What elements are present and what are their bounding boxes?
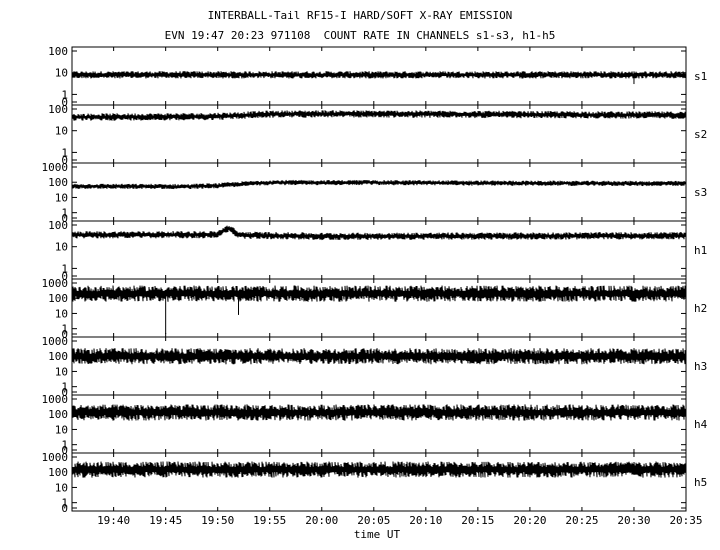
y-tick-label-s2: 10 xyxy=(55,125,68,138)
series-line-h1 xyxy=(72,225,686,241)
series-line-h3 xyxy=(72,348,686,365)
panel-label-h5: h5 xyxy=(694,476,707,489)
y-tick-label-s3: 10 xyxy=(55,191,68,204)
y-tick-label-s1: 10 xyxy=(55,67,68,80)
y-tick-label-h2: 1 xyxy=(61,323,68,336)
chart-title: INTERBALL-Tail RF15-I HARD/SOFT X-RAY EM… xyxy=(207,9,513,22)
y-tick-label-s2: 0 xyxy=(61,154,68,167)
panel-frame-h3 xyxy=(71,336,687,396)
panel-frame-s3 xyxy=(71,162,687,222)
x-axis: 19:40 19:45 19:50 19:55 20:00 20:05 20:10 20:15… xyxy=(97,514,702,527)
panel-frame-h5 xyxy=(71,452,687,512)
x-tick-label: 19:45 xyxy=(149,514,182,527)
series-line-h4 xyxy=(72,404,686,421)
x-tick-label: 20:05 xyxy=(357,514,390,527)
series-line-s2 xyxy=(72,110,686,121)
series-line-s1 xyxy=(72,71,686,79)
y-tick-label-h3: 0 xyxy=(61,386,68,399)
y-tick-label-h5: 1000 xyxy=(42,451,69,464)
panels-group: 1001010s11001010s210001001010s31001010h1… xyxy=(42,45,708,515)
y-tick-label-s1: 0 xyxy=(61,96,68,109)
y-tick-label-h5: 0 xyxy=(61,502,68,515)
panel-h1: 100 10 10 h1 xyxy=(48,219,707,283)
panel-label-h2: h2 xyxy=(694,302,707,315)
series-line-s3 xyxy=(72,179,686,190)
y-tick-label-h1: 1 xyxy=(61,262,68,275)
panel-label-h1: h1 xyxy=(694,244,707,257)
y-tick-label-h5: 10 xyxy=(55,481,68,494)
y-tick-label-h5: 1 xyxy=(61,497,68,510)
y-tick-label-h1: 0 xyxy=(61,270,68,283)
panel-h2: 1000 100 10 10 h2 xyxy=(42,277,708,341)
y-tick-label-s1: 1 xyxy=(61,88,68,101)
y-tick-label-h4: 10 xyxy=(55,423,68,436)
y-tick-label-s3: 1000 xyxy=(42,161,69,174)
panel-h5: 1000 100 10 10 h5 xyxy=(42,451,708,515)
x-tick-label: 20:00 xyxy=(305,514,338,527)
y-tick-label-s2: 1 xyxy=(61,146,68,159)
panel-label-s1: s1 xyxy=(694,70,707,83)
x-tick-label: 20:35 xyxy=(669,514,702,527)
y-tick-label-h3: 10 xyxy=(55,365,68,378)
x-tick-label: 20:20 xyxy=(513,514,546,527)
y-tick-label-h1: 10 xyxy=(55,241,68,254)
chart-subtitle: EVN 19:47 20:23 971108 COUNT RATE IN CHA… xyxy=(164,29,556,42)
x-tick-label: 20:30 xyxy=(617,514,650,527)
x-tick-label: 20:25 xyxy=(565,514,598,527)
y-tick-label-h4: 1000 xyxy=(42,393,69,406)
panel-label-s3: s3 xyxy=(694,186,707,199)
panel-h3: 1000 100 10 10 h3 xyxy=(42,335,708,399)
y-tick-label-h4: 0 xyxy=(61,444,68,457)
y-tick-label-h5: 100 xyxy=(48,466,68,479)
panel-h4: 1000 100 10 10 h4 xyxy=(42,393,708,457)
panel-frame-h2 xyxy=(71,278,687,338)
y-tick-label-s1: 100 xyxy=(48,45,68,58)
x-axis-label: time UT xyxy=(354,528,401,541)
y-tick-label-h3: 100 xyxy=(48,350,68,363)
y-tick-label-h2: 100 xyxy=(48,292,68,305)
panel-frame-h4 xyxy=(71,394,687,454)
y-tick-label-s3: 0 xyxy=(61,212,68,225)
panel-frame-h1 xyxy=(71,220,687,280)
y-tick-label-h2: 0 xyxy=(61,328,68,341)
panel-label-h3: h3 xyxy=(694,360,707,373)
y-tick-label-s2: 100 xyxy=(48,103,68,116)
y-tick-label-h3: 1 xyxy=(61,381,68,394)
panel-label-h4: h4 xyxy=(694,418,708,431)
y-tick-label-s3: 100 xyxy=(48,176,68,189)
panel-s1: 100 10 10 s1 xyxy=(48,45,707,109)
x-tick-label: 20:15 xyxy=(461,514,494,527)
panel-s2: 100 10 10 s2 xyxy=(48,103,707,167)
y-tick-label-h3: 1000 xyxy=(42,335,69,348)
y-tick-label-h2: 1000 xyxy=(42,277,69,290)
x-tick-label: 19:55 xyxy=(253,514,286,527)
x-tick-label: 20:10 xyxy=(409,514,442,527)
panel-s3: 1000 100 10 10 s3 xyxy=(42,161,708,225)
y-tick-label-h1: 100 xyxy=(48,219,68,232)
y-tick-label-h4: 1 xyxy=(61,439,68,452)
x-tick-label: 19:40 xyxy=(97,514,130,527)
x-tick-label: 19:50 xyxy=(201,514,234,527)
y-tick-label-h4: 100 xyxy=(48,408,68,421)
y-tick-label-s3: 1 xyxy=(61,207,68,220)
panel-label-s2: s2 xyxy=(694,128,707,141)
series-line-h5 xyxy=(72,461,686,478)
series-line-h2 xyxy=(72,285,686,302)
y-tick-label-h2: 10 xyxy=(55,307,68,320)
